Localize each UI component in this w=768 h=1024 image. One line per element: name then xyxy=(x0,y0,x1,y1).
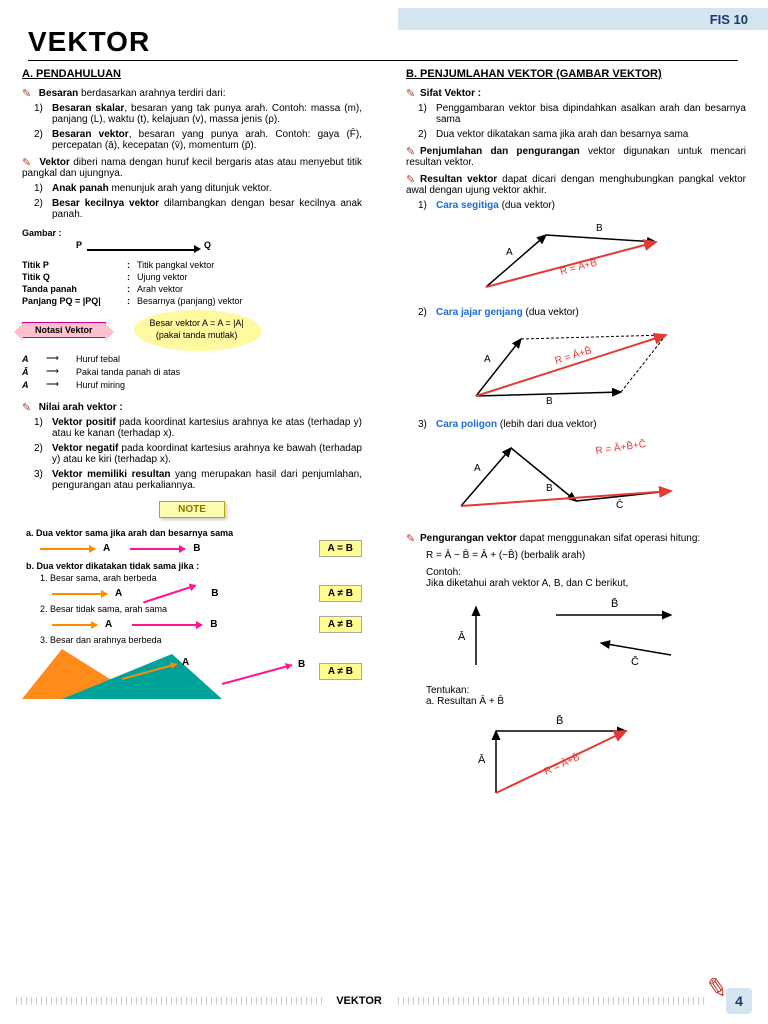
note-b2: 2. Besar tidak sama, arah sama xyxy=(40,604,362,614)
triangle-graphic: A B A ≠ B xyxy=(22,649,362,699)
column-left: A. PENDAHULUAN Besaran berdasarkan arahn… xyxy=(0,68,384,813)
tentukan-label: Tentukan: xyxy=(426,685,746,696)
notasi-label: Notasi Vektor xyxy=(22,322,106,338)
resultan-diagram: Ā B̄ R = Ā+B̄ xyxy=(406,713,746,803)
triangle-diagram: A B R = Ā+B̄ xyxy=(406,217,746,297)
list-item: 3)Vektor memiliki resultan yang merupaka… xyxy=(34,469,362,491)
svg-text:B: B xyxy=(546,483,553,494)
penjumlahan-line: Penjumlahan dan pengurangan vektor digun… xyxy=(406,144,746,168)
svg-text:B: B xyxy=(298,659,305,670)
note-b: b. Dua vektor dikatakan tidak sama jika … xyxy=(26,561,362,571)
nilai-head: Nilai arah vektor : xyxy=(22,400,362,413)
list-item: 2) Besar kecilnya vektor dilambangkan de… xyxy=(34,198,362,220)
parallelogram-diagram: A B R = Ā+B̄ xyxy=(406,324,746,409)
squiggle-right xyxy=(394,997,706,1005)
tentukan-a: a. Resultan Ā + B̄ xyxy=(426,696,746,707)
svg-text:A: A xyxy=(474,463,481,474)
gambar-label: Gambar : xyxy=(22,228,362,238)
section-a-head: A. PENDAHULUAN xyxy=(22,68,362,80)
contoh-line: Jika diketahui arah vektor A, B, dan C b… xyxy=(426,578,746,589)
svg-text:A: A xyxy=(506,247,513,258)
list-item: 2) Besaran vektor, besaran yang punya ar… xyxy=(34,129,362,151)
column-right: B. PENJUMLAHAN VEKTOR (GAMBAR VEKTOR) Si… xyxy=(384,68,768,813)
pq-diagram: P Q xyxy=(72,240,212,258)
notation-row: Ā⟶Pakai tanda panah di atas xyxy=(22,366,362,377)
pencil-icon xyxy=(22,156,32,166)
method-3: 3)Cara poligon (lebih dari dua vektor) xyxy=(418,419,746,430)
besaran-intro: Besaran berdasarkan arahnya terdiri dari… xyxy=(22,86,362,99)
method-2: 2)Cara jajar genjang (dua vektor) xyxy=(418,307,746,318)
content-columns: A. PENDAHULUAN Besaran berdasarkan arahn… xyxy=(0,68,768,813)
svg-text:A: A xyxy=(484,354,491,365)
footer: VEKTOR 4 xyxy=(0,986,768,1016)
list-item: 1)Vektor positif pada koordinat kartesiu… xyxy=(34,417,362,439)
note-banner: NOTE xyxy=(159,501,225,518)
page-number: 4 xyxy=(726,988,752,1014)
svg-text:B̄: B̄ xyxy=(556,714,563,727)
section-b-head: B. PENJUMLAHAN VEKTOR (GAMBAR VEKTOR) xyxy=(406,68,746,80)
svg-text:C̄: C̄ xyxy=(631,655,639,668)
pencil-icon xyxy=(406,532,416,542)
pq-table: Gambar : P Q Titik P:Titik pangkal vekto… xyxy=(22,228,362,306)
notation-row: A⟶Huruf tebal xyxy=(22,353,362,364)
contoh-label: Contoh: xyxy=(426,567,746,578)
svg-text:Ā: Ā xyxy=(478,754,486,766)
list-item: 2)Vektor negatif pada koordinat kartesiu… xyxy=(34,443,362,465)
svg-text:B: B xyxy=(596,223,603,234)
svg-text:R = Ā+B̄: R = Ā+B̄ xyxy=(553,344,593,367)
svg-text:A: A xyxy=(182,657,189,668)
list-item: 1) Besaran skalar, besaran yang tak puny… xyxy=(34,103,362,125)
list-item: 1)Penggambaran vektor bisa dipindahkan a… xyxy=(418,103,746,125)
vektor-intro: Vektor diberi nama dengan huruf kecil be… xyxy=(22,155,362,179)
svg-text:Ā: Ā xyxy=(458,631,466,643)
pencil-icon xyxy=(406,145,416,155)
pengurangan-line: Pengurangan vektor dapat menggunakan sif… xyxy=(406,531,746,544)
page-title: VEKTOR xyxy=(28,26,738,61)
pencil-icon xyxy=(406,87,416,97)
pencil-icon xyxy=(22,87,32,97)
polygon-diagram: A B C̄ R = Ā+B̄+C̄ xyxy=(406,436,746,521)
formula: R = Ā − B̄ = Ā + (−B̄) (berbalik arah) xyxy=(426,550,746,561)
svg-text:B̄: B̄ xyxy=(611,597,618,610)
squiggle-left xyxy=(12,997,324,1005)
method-1: 1)Cara segitiga (dua vektor) xyxy=(418,200,746,211)
svg-text:R = Ā+B̄: R = Ā+B̄ xyxy=(542,750,582,777)
svg-text:R = Ā+B̄+C̄: R = Ā+B̄+C̄ xyxy=(595,438,647,457)
besar-cloud: Besar vektor A = A = |A|(pakai tanda mut… xyxy=(136,312,258,347)
abc-vectors: Ā B̄ C̄ xyxy=(406,595,746,675)
r-label: R = Ā+B̄ xyxy=(559,256,599,278)
svg-text:C̄: C̄ xyxy=(616,498,623,511)
resultan-line: Resultan vektor dapat dicari dengan meng… xyxy=(406,172,746,196)
footer-title: VEKTOR xyxy=(336,995,382,1007)
eq-box: A = B xyxy=(319,540,362,557)
list-item: 1) Anak panah menunjuk arah yang ditunju… xyxy=(34,183,362,194)
note-a: a. Dua vektor sama jika arah dan besarny… xyxy=(26,528,362,538)
pencil-icon xyxy=(22,401,32,411)
svg-text:B: B xyxy=(546,396,553,407)
pencil-icon xyxy=(406,173,416,183)
course-code: FIS 10 xyxy=(710,12,748,27)
notation-row: A⟶Huruf miring xyxy=(22,379,362,390)
list-item: 2)Dua vektor dikatakan sama jika arah da… xyxy=(418,129,746,140)
note-b1: 1. Besar sama, arah berbeda xyxy=(40,573,362,583)
note-b3: 3. Besar dan arahnya berbeda xyxy=(40,635,362,645)
